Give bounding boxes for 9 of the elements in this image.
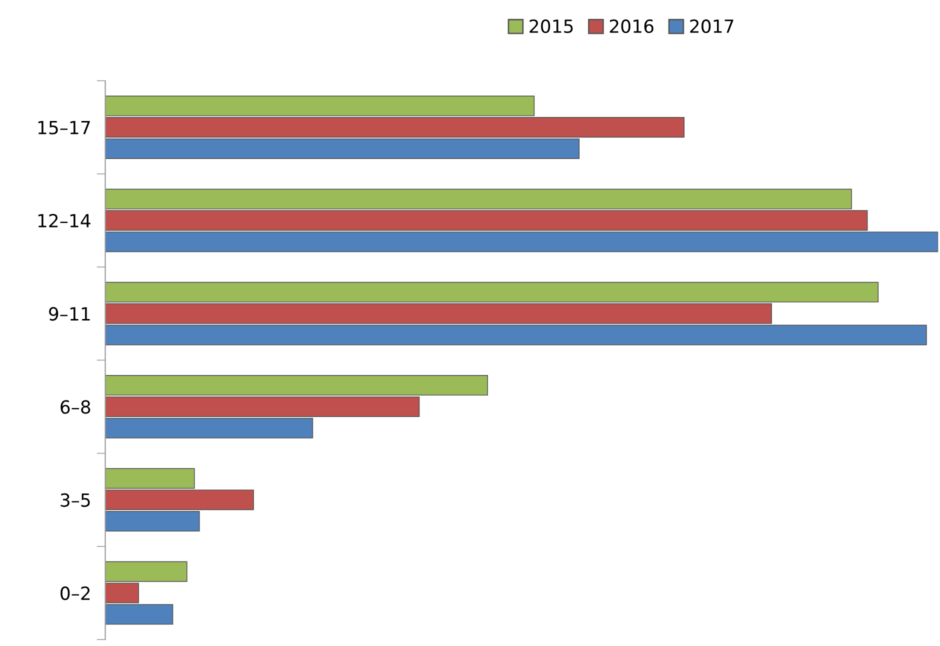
legend-label: 2015 xyxy=(530,19,573,34)
y-tick-label: 15–17 xyxy=(38,121,90,134)
y-tick-label: 3–5 xyxy=(60,493,90,507)
y-tick-label: 9–11 xyxy=(49,307,90,321)
y-tick-label: 6–8 xyxy=(60,400,90,414)
legend-label: 2017 xyxy=(690,19,734,34)
legend-label: 2016 xyxy=(610,19,654,34)
y-tick-label: 12–14 xyxy=(38,214,90,228)
y-tick-label: 0–2 xyxy=(60,586,90,600)
